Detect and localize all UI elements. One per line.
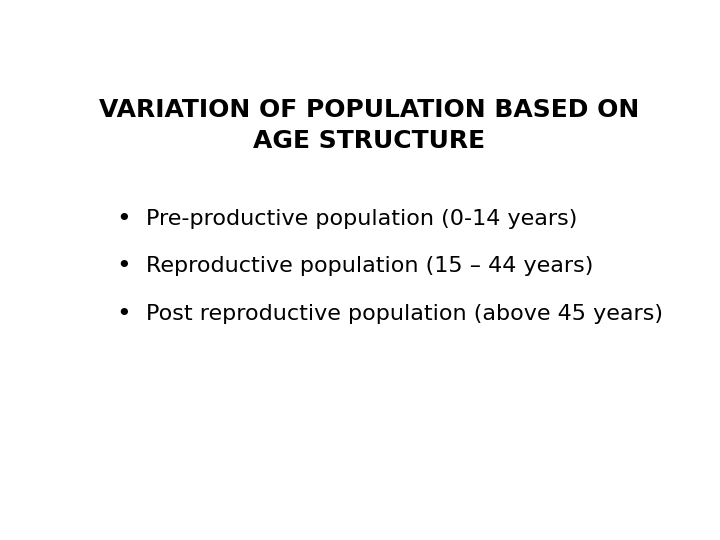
Text: Reproductive population (15 – 44 years): Reproductive population (15 – 44 years) [145,256,593,276]
Text: Post reproductive population (above 45 years): Post reproductive population (above 45 y… [145,304,663,325]
Text: •: • [116,302,131,326]
Text: Pre-productive population (0-14 years): Pre-productive population (0-14 years) [145,208,577,228]
Text: VARIATION OF POPULATION BASED ON
AGE STRUCTURE: VARIATION OF POPULATION BASED ON AGE STR… [99,98,639,153]
Text: •: • [116,254,131,279]
Text: •: • [116,207,131,231]
